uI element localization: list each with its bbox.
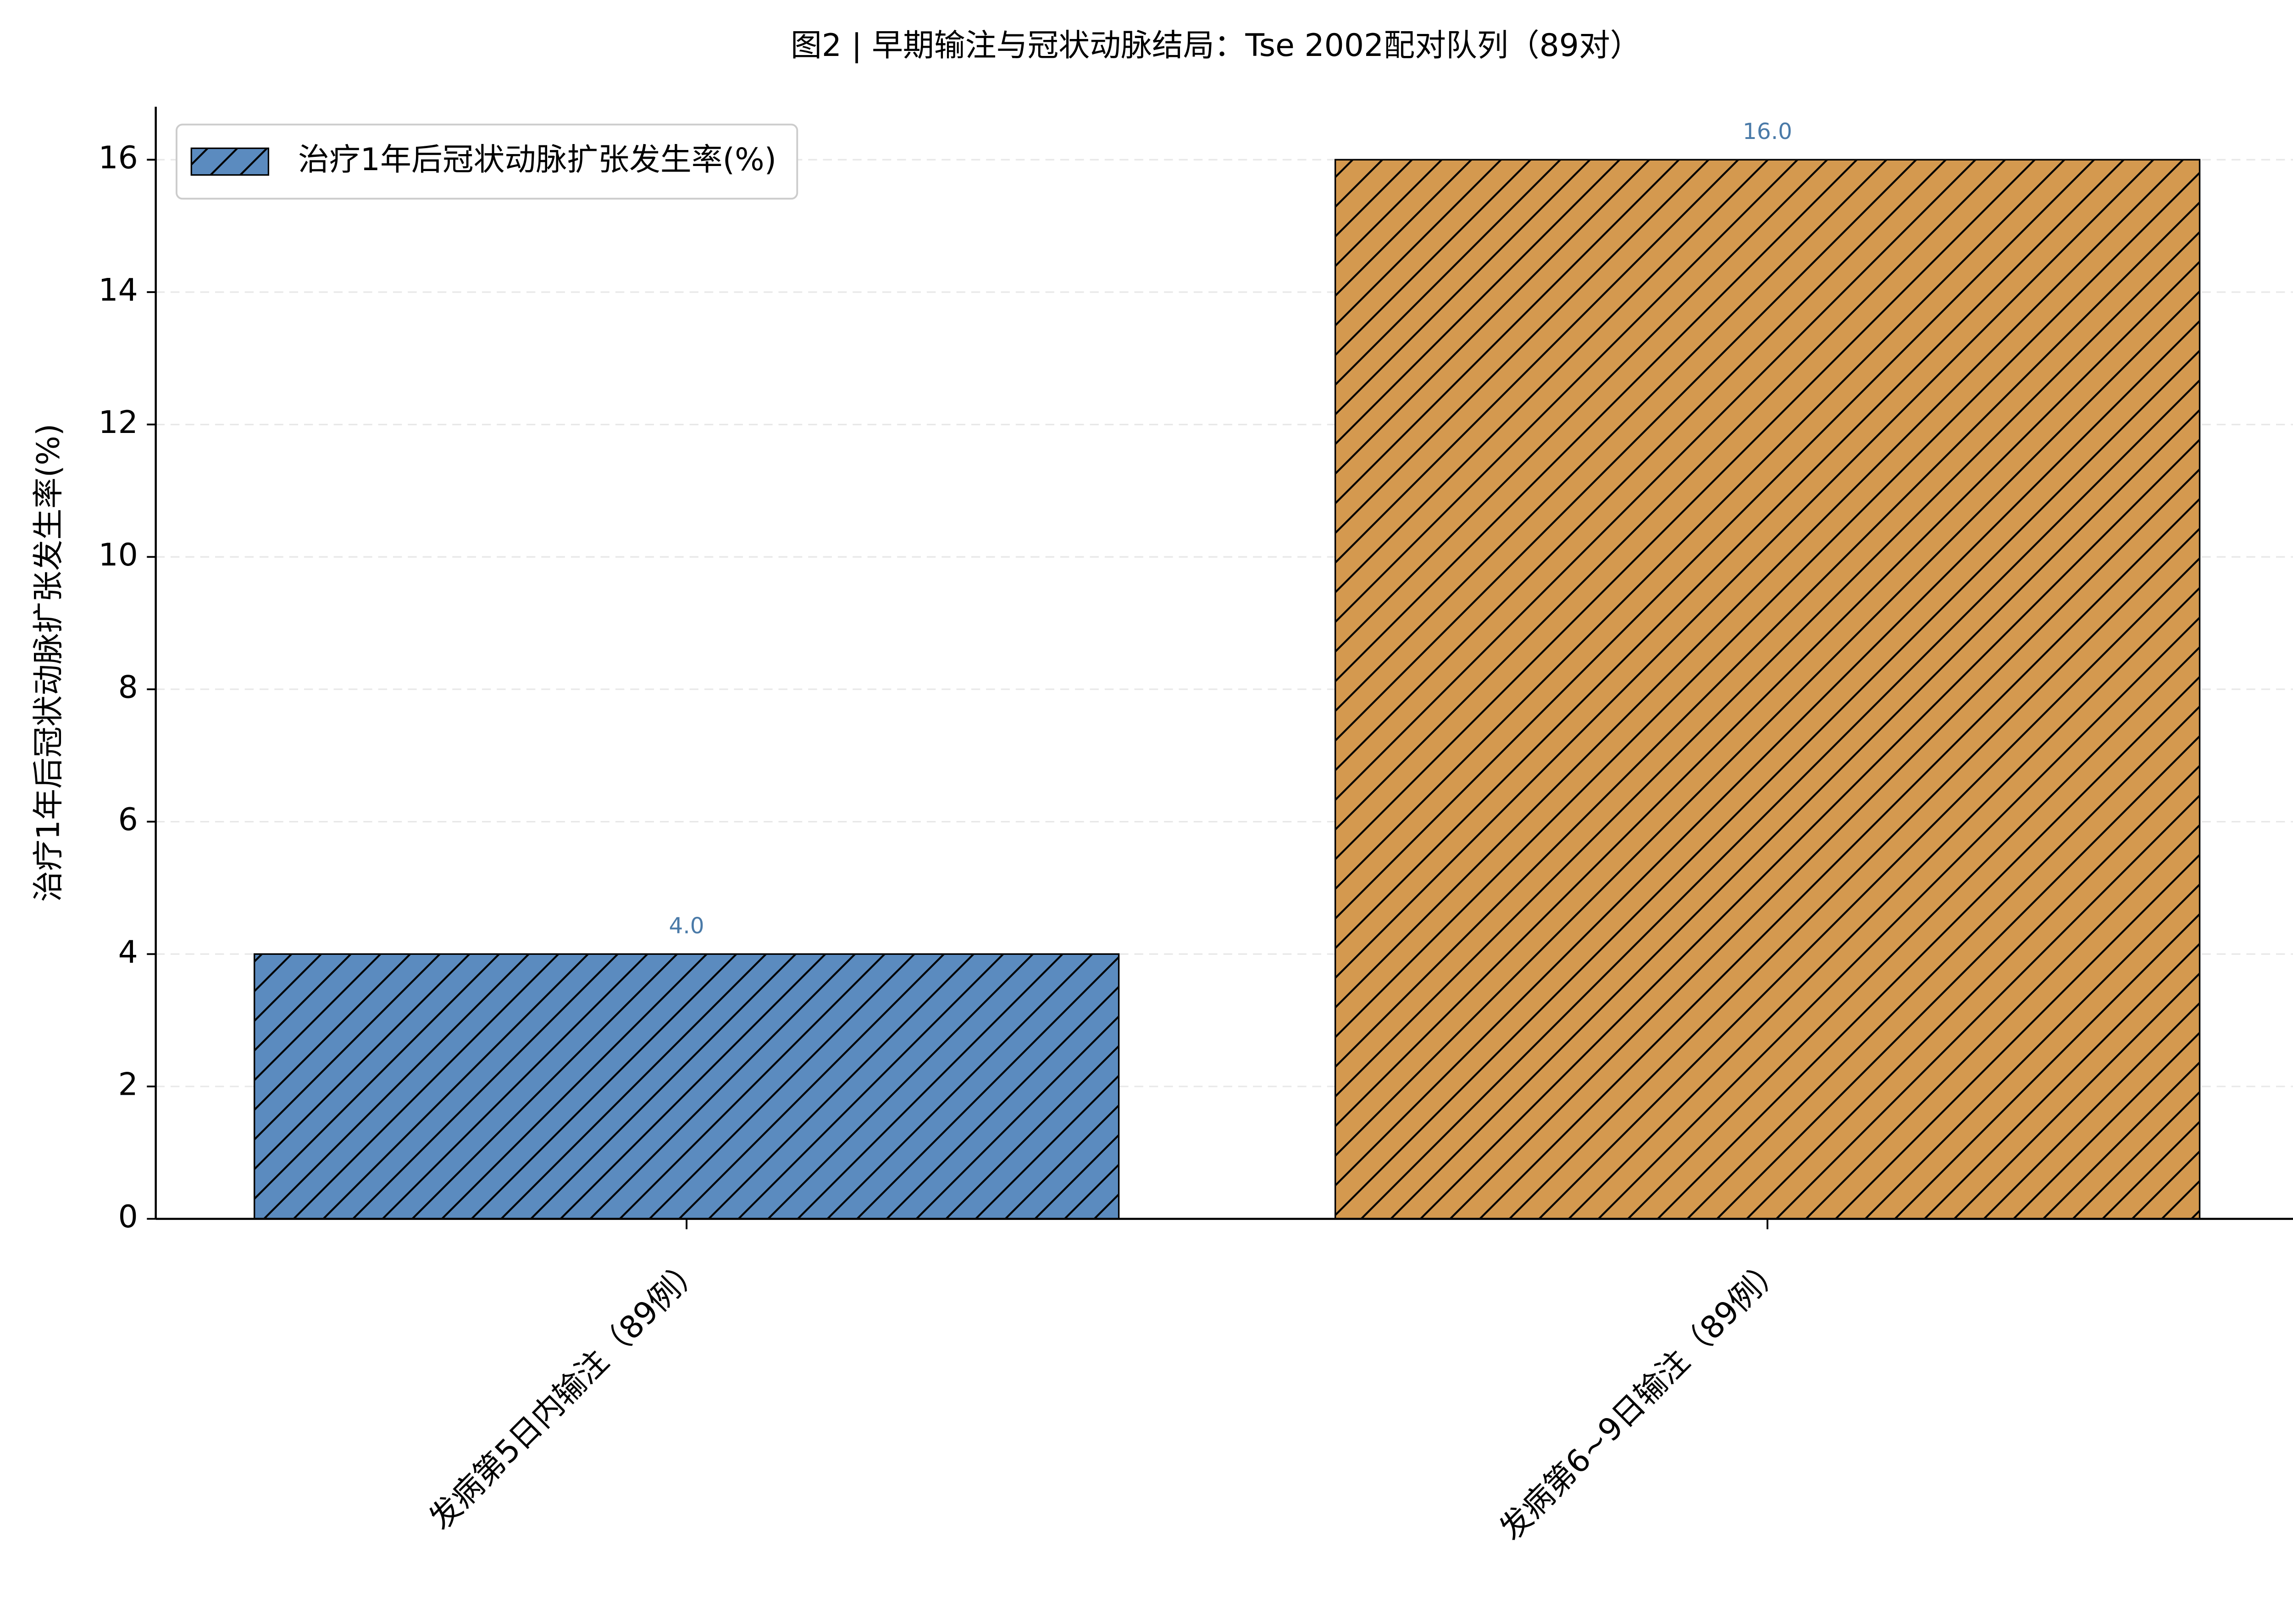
legend-label: 治疗1年后冠状动脉扩张发生率(%) <box>298 142 776 178</box>
legend-swatch-hatch <box>191 148 269 175</box>
legend-box <box>175 123 798 200</box>
y-tick-label: 10 <box>98 537 138 573</box>
y-tick-label: 4 <box>118 934 138 970</box>
value-label: 16.0 <box>1743 119 1792 144</box>
y-tick-label: 6 <box>118 802 138 838</box>
value-label: 4.0 <box>669 913 704 939</box>
y-axis-label: 治疗1年后冠状动脉扩张发生率(%) <box>31 424 67 902</box>
bar-hatch <box>1334 159 2201 1220</box>
x-tick-label: 发病第6~9日输注（89例） <box>1493 1249 1791 1547</box>
y-tick-label: 8 <box>118 669 138 705</box>
y-tick-label: 0 <box>118 1199 138 1235</box>
y-tick-label: 2 <box>118 1066 138 1103</box>
y-tick-label: 12 <box>98 405 138 441</box>
y-tick-label: 14 <box>98 272 138 308</box>
chart-title: 图2 | 早期输注与冠状动脉结局：Tse 2002配对队列（89对） <box>791 28 1641 64</box>
y-tick-label: 16 <box>98 140 138 176</box>
x-tick-label: 发病第5日内输注（89例） <box>422 1249 710 1537</box>
bar-hatch <box>254 953 1120 1220</box>
